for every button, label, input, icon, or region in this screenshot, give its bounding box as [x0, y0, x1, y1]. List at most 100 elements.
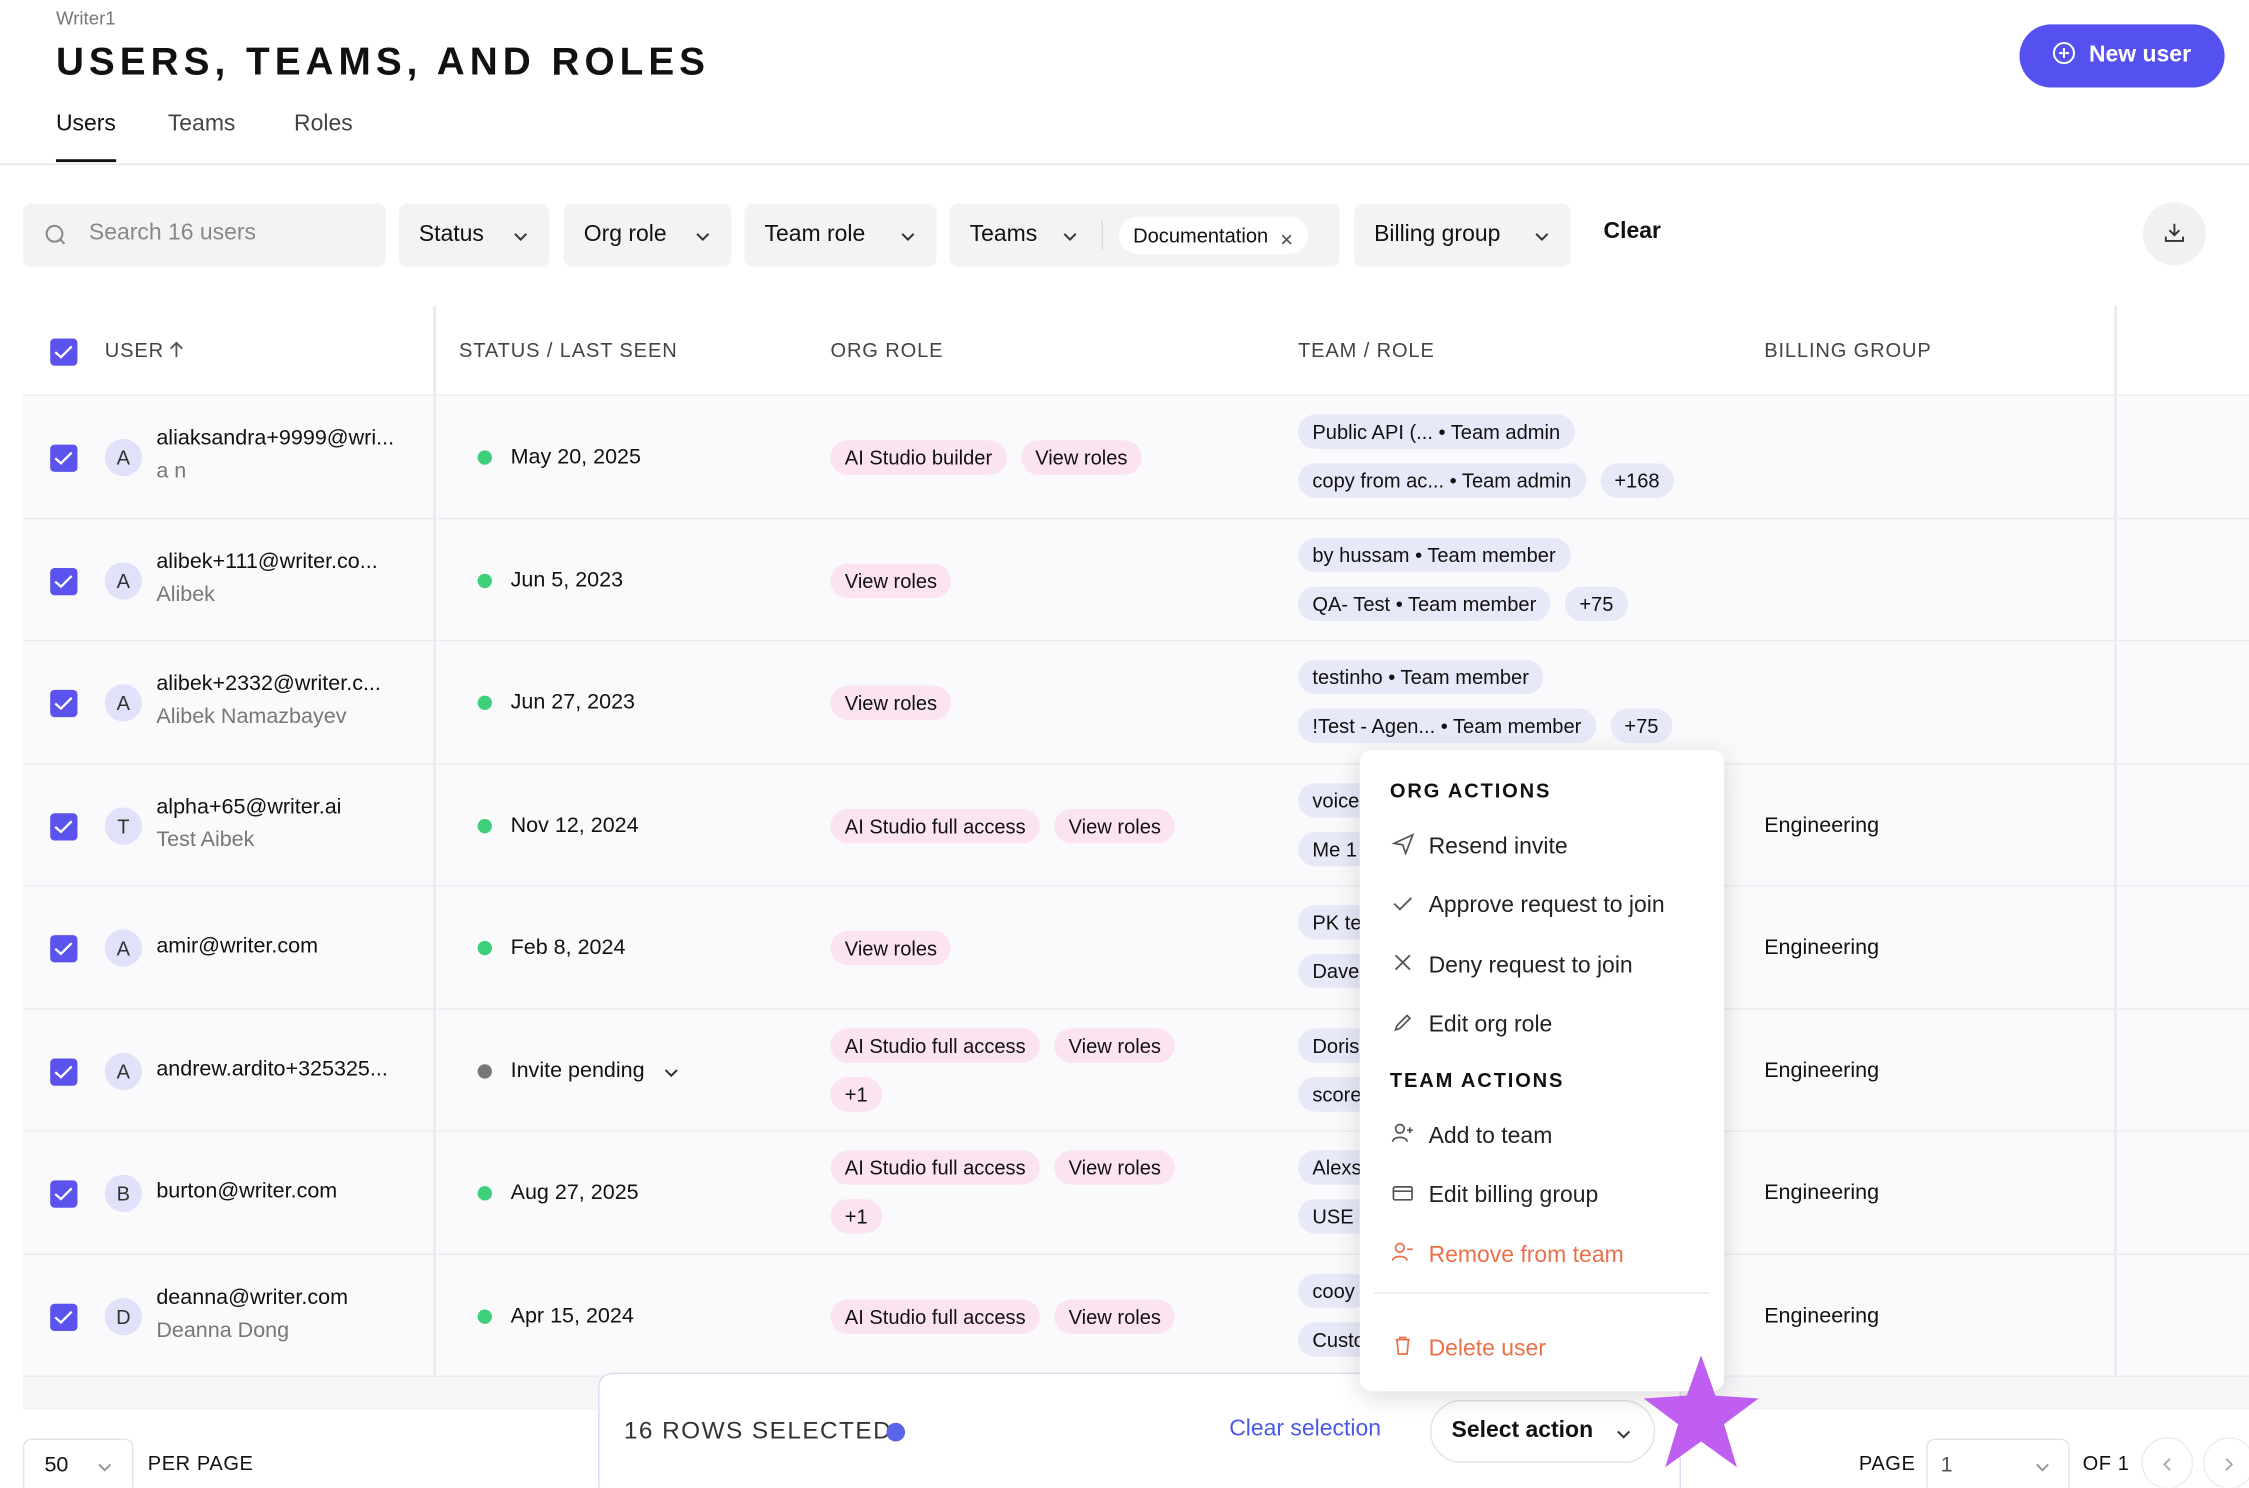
org-role-chip[interactable]: View roles	[830, 562, 952, 598]
user-email: burton@writer.com	[156, 1179, 338, 1204]
org-role-chip[interactable]: AI Studio full access	[830, 1298, 1040, 1334]
menu-item-label: Add to team	[1428, 1123, 1553, 1149]
team-chip[interactable]: testinho • Team member	[1298, 659, 1544, 695]
org-role-chip[interactable]: AI Studio full access	[830, 808, 1040, 843]
status-dot	[477, 940, 492, 956]
menu-section-title: ORG ACTIONS	[1389, 778, 1552, 802]
org-role-chip[interactable]: View roles	[1054, 1150, 1176, 1185]
more-chip[interactable]: +168	[1599, 463, 1674, 498]
tab[interactable]: Roles	[294, 111, 353, 137]
team-chip[interactable]: copy from ac... • Team admin	[1298, 463, 1586, 498]
org-role-chip[interactable]: View roles	[1020, 440, 1142, 475]
select-action-button[interactable]: Select action	[1430, 1399, 1656, 1463]
chevron-svg	[98, 1463, 112, 1472]
menu-item[interactable]: Remove from team	[1391, 1241, 1624, 1271]
filter-button[interactable]: Billing group	[1353, 203, 1571, 267]
team-chip[interactable]: cooy	[1298, 1272, 1370, 1308]
menu-icon	[1391, 1334, 1414, 1364]
team-line: !Test - Agen... • Team member +75	[1298, 708, 1771, 743]
app-name: Writer1	[55, 7, 116, 29]
page-nav-button[interactable]	[2203, 1437, 2249, 1488]
menu-item-label: Approve request to join	[1428, 893, 1665, 918]
filter-button[interactable]: Team role	[744, 203, 937, 267]
clear-selection[interactable]: Clear selection	[1229, 1417, 1381, 1442]
menu-item[interactable]: Add to team	[1391, 1122, 1552, 1152]
checkbox[interactable]	[50, 1303, 78, 1331]
status-text[interactable]: Invite pending	[510, 1057, 645, 1083]
page-nav-button[interactable]	[2141, 1437, 2194, 1488]
checkbox[interactable]	[50, 567, 78, 595]
check	[50, 935, 77, 969]
column-header: TEAM / ROLE	[1298, 338, 1435, 362]
checkbox[interactable]	[50, 1180, 78, 1208]
status-text: Apr 15, 2024	[510, 1303, 634, 1328]
org-roles: AI Studio full access View roles +1	[830, 1150, 1217, 1234]
column-header: BILLING GROUP	[1764, 338, 1932, 362]
checkbox[interactable]	[50, 812, 78, 840]
filter-button[interactable]: Teams Documentation	[949, 203, 1340, 267]
menu-item[interactable]: Delete user	[1391, 1334, 1546, 1364]
org-role-chip[interactable]: View roles	[1054, 1298, 1176, 1334]
check-svg	[54, 345, 73, 359]
clear-filters[interactable]: Clear	[1603, 219, 1661, 244]
per-page-select[interactable]: 50	[22, 1438, 134, 1488]
org-role-chip[interactable]: View roles	[1054, 808, 1176, 843]
menu-item[interactable]: Deny request to join	[1391, 951, 1633, 981]
more-chip[interactable]: +75	[1564, 585, 1628, 621]
chevron-svg	[696, 233, 710, 241]
checkbox[interactable]	[50, 689, 78, 718]
org-role-chip[interactable]: +1	[830, 1076, 883, 1111]
org-role-chip[interactable]: +1	[830, 1199, 883, 1234]
menu-item[interactable]: Edit org role	[1391, 1010, 1552, 1040]
status-dot	[477, 573, 492, 588]
team-line: cooy	[1298, 1272, 1771, 1308]
tab[interactable]: Teams	[167, 111, 236, 137]
menu-item-label: Deny request to join	[1428, 953, 1633, 978]
menu-section-title: TEAM ACTIONS	[1389, 1068, 1565, 1092]
user-name: Deanna Dong	[156, 1317, 290, 1342]
checkbox[interactable]	[50, 1057, 78, 1086]
search-box[interactable]: Search 16 users	[22, 203, 386, 267]
column-header[interactable]: USER	[104, 338, 164, 362]
menu-item[interactable]: Edit billing group	[1391, 1181, 1598, 1211]
menu-icon-svg	[1395, 1336, 1410, 1355]
chevron-svg	[2036, 1463, 2049, 1472]
chevron-svg	[901, 233, 915, 241]
filter-button[interactable]: Org role	[563, 203, 732, 267]
team-chip[interactable]: by hussam • Team member	[1298, 537, 1570, 572]
filter-button[interactable]: Status	[398, 203, 550, 267]
checkbox[interactable]	[50, 444, 78, 472]
team-chip[interactable]: !Test - Agen... • Team member	[1298, 708, 1596, 743]
team-chip[interactable]: Me 1	[1298, 831, 1372, 866]
org-role-chip[interactable]: AI Studio full access	[830, 1150, 1040, 1185]
checkbox[interactable]	[50, 338, 78, 366]
new-user-button[interactable]: New user	[2019, 24, 2225, 88]
checkbox[interactable]	[50, 935, 78, 963]
header-border	[0, 163, 2249, 165]
check-svg	[54, 819, 73, 833]
team-chip[interactable]: QA- Test • Team member	[1298, 585, 1551, 621]
org-role-chip[interactable]: AI Studio builder	[830, 440, 1007, 475]
menu-item[interactable]: Approve request to join	[1391, 891, 1665, 921]
org-role-chip[interactable]: AI Studio full access	[830, 1027, 1040, 1063]
org-role-chip[interactable]: View roles	[830, 930, 952, 966]
team-chip[interactable]: Public API (... • Team admin	[1298, 414, 1575, 449]
status-text: May 20, 2025	[510, 444, 642, 470]
tab[interactable]: Users	[55, 111, 116, 137]
org-role-chip[interactable]: View roles	[1054, 1027, 1176, 1063]
download-button[interactable]	[2142, 202, 2206, 266]
org-role-chip[interactable]: View roles	[830, 685, 952, 721]
more-chip[interactable]: +75	[1610, 708, 1673, 743]
page-select[interactable]: 1	[1926, 1438, 2070, 1488]
menu-item[interactable]: Resend invite	[1391, 832, 1568, 862]
team-filter-chip[interactable]: Documentation	[1118, 216, 1309, 254]
search-placeholder: Search 16 users	[88, 220, 257, 246]
